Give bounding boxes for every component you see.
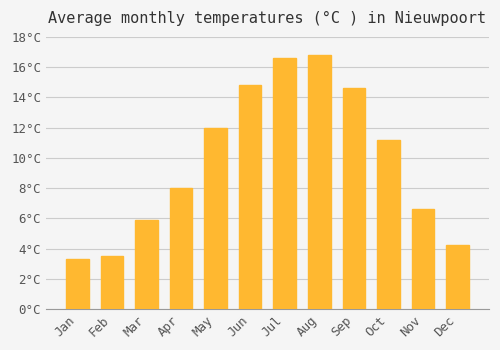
Bar [412,209,434,309]
Bar [170,188,192,309]
Bar [239,85,262,309]
Bar [342,89,365,309]
Bar [446,245,469,309]
Title: Average monthly temperatures (°C ) in Nieuwpoort: Average monthly temperatures (°C ) in Ni… [48,11,486,26]
Bar [204,128,227,309]
Bar [377,140,400,309]
Bar [308,55,330,309]
Bar [100,256,123,309]
Bar [274,58,296,309]
Bar [66,259,88,309]
Bar [135,220,158,309]
